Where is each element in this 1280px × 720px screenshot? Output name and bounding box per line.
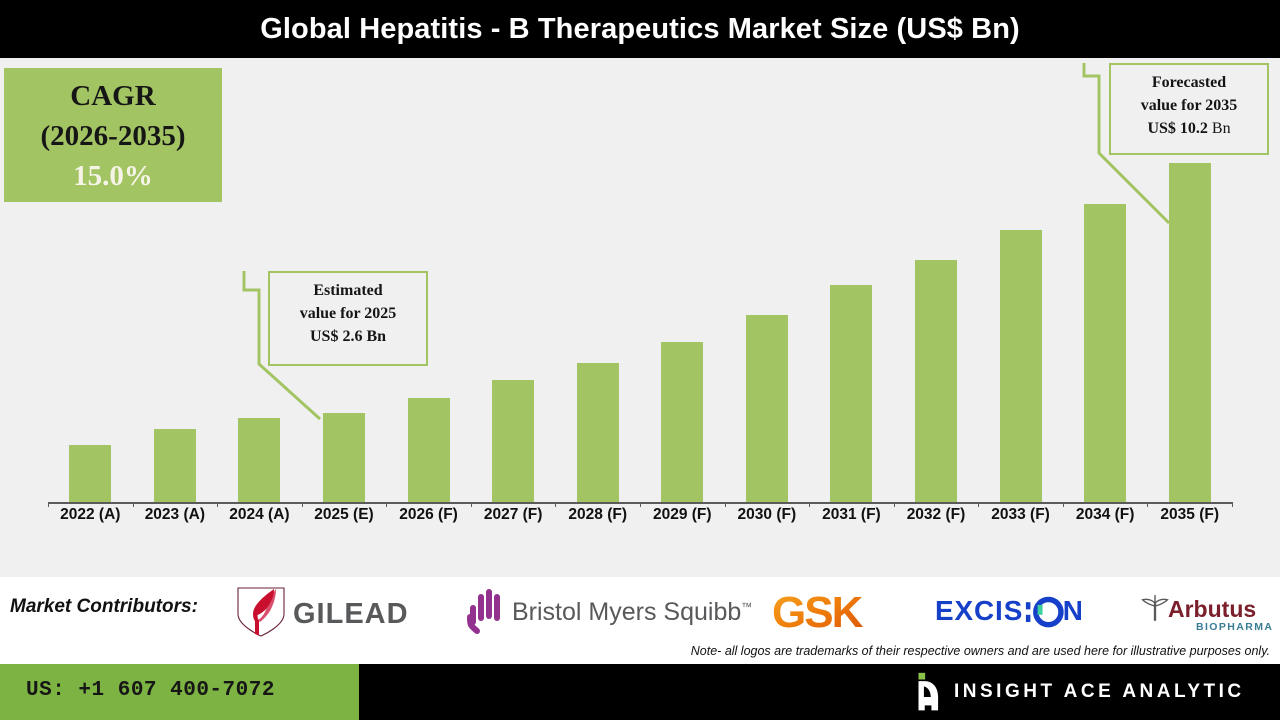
svg-text:EXCIS: EXCIS <box>935 595 1023 626</box>
svg-text:GSK: GSK <box>772 592 864 637</box>
svg-text:N: N <box>1063 595 1084 626</box>
